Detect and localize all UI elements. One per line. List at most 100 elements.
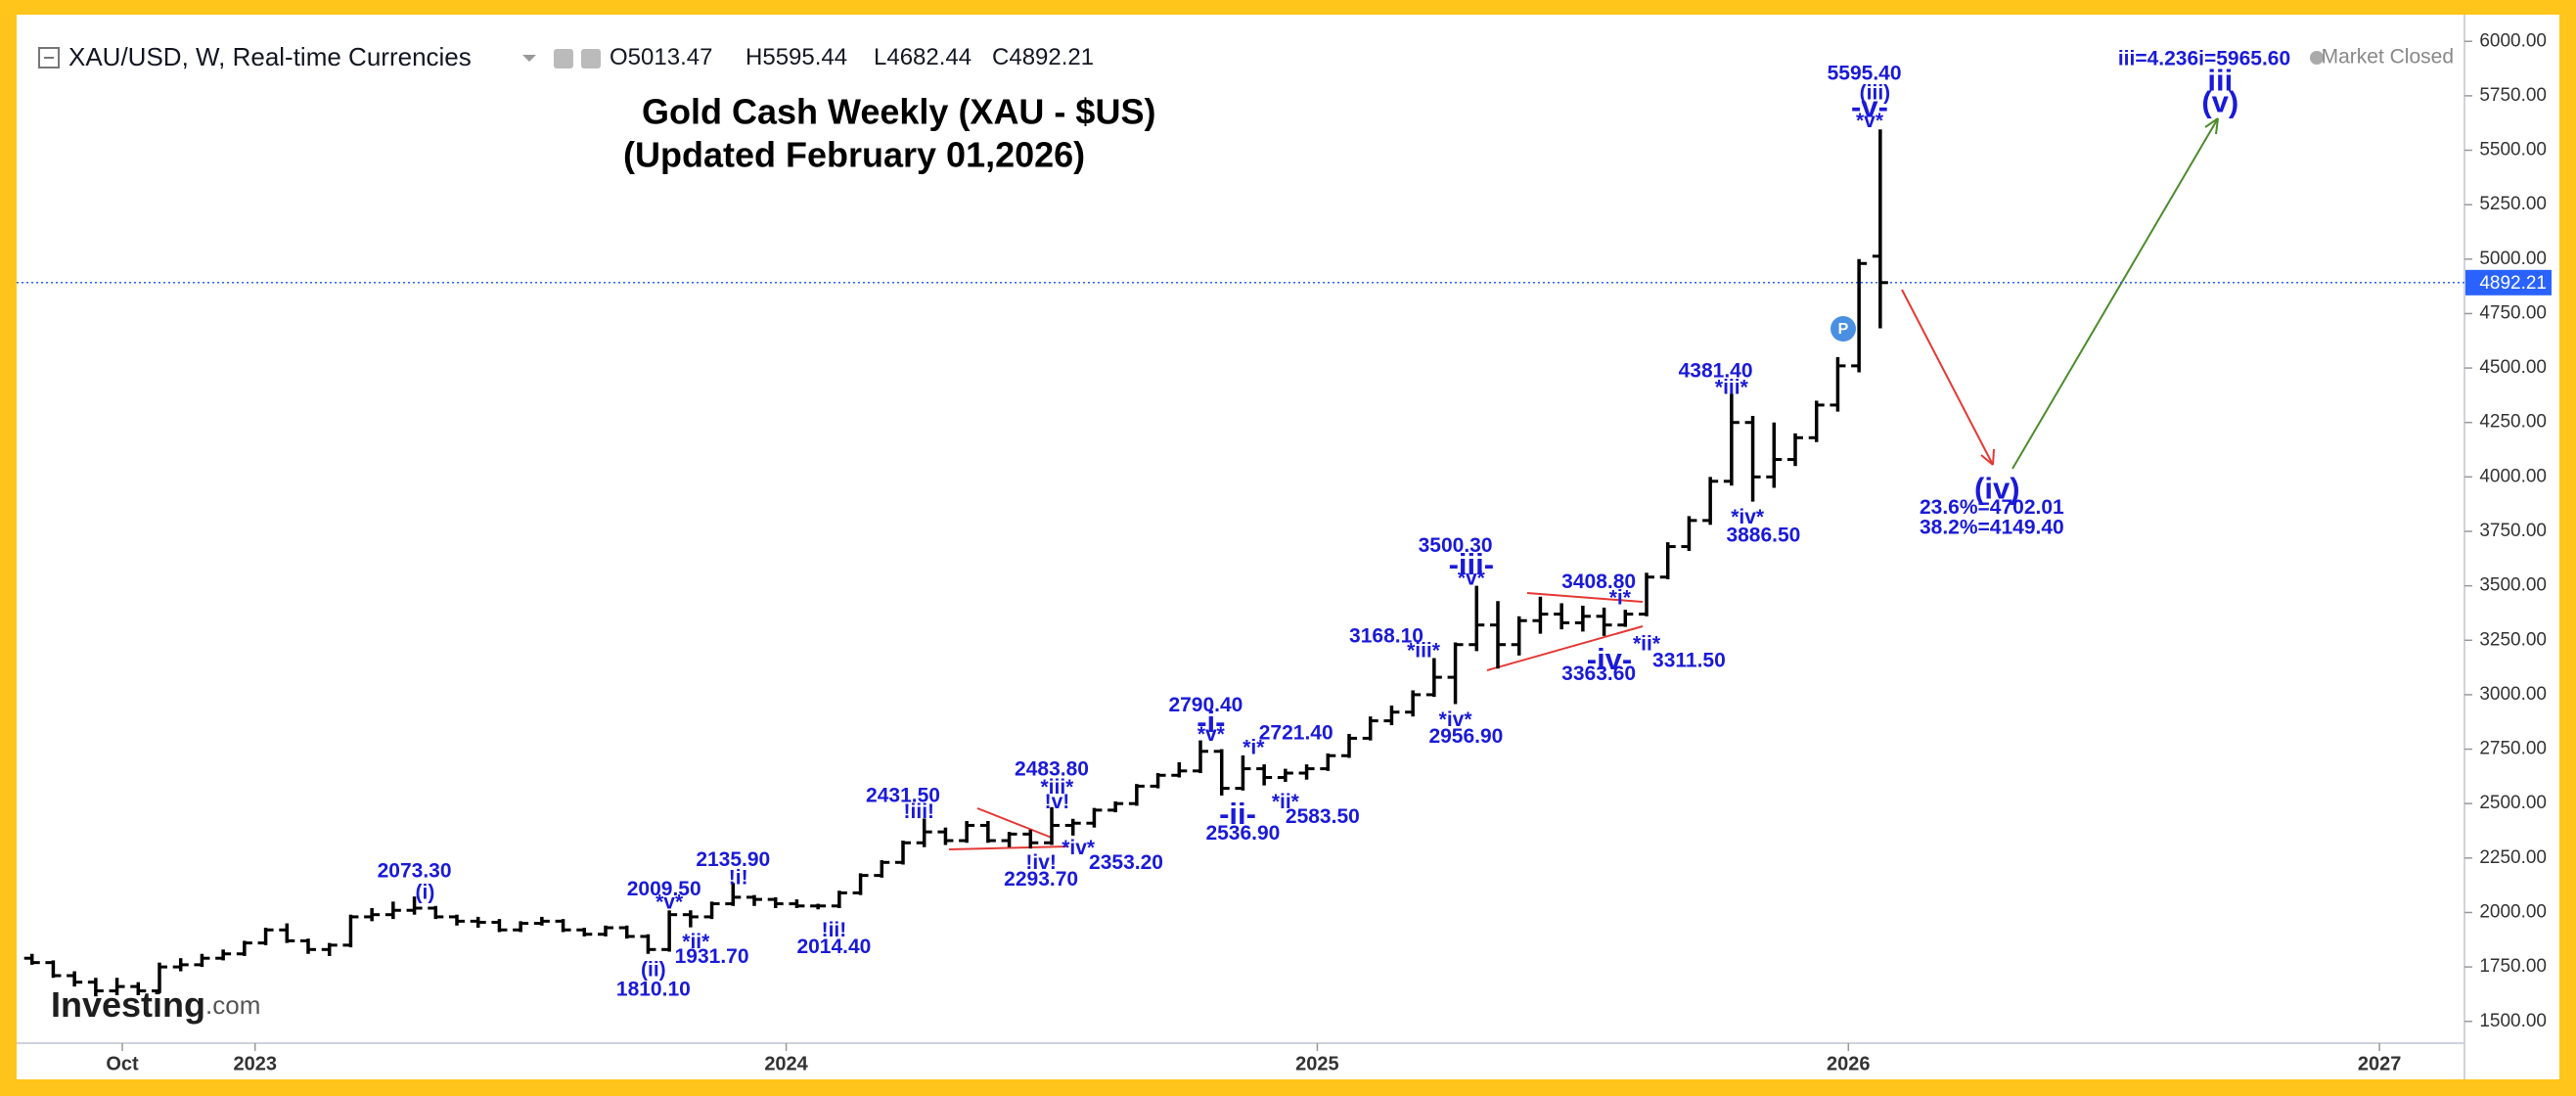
trend-line xyxy=(1526,592,1644,603)
wave-annotation: *ii* xyxy=(1633,633,1661,656)
wave-annotation: 2431.50 xyxy=(866,784,940,806)
legend-ohlc: H5595.44 xyxy=(746,44,847,70)
y-tick-label: 3250.00 xyxy=(2479,629,2547,650)
wave-annotation: (i) xyxy=(416,881,435,903)
ohlc-value: 5595.44 xyxy=(762,44,847,70)
trend-line xyxy=(948,845,1068,850)
ohlc-value: 4892.21 xyxy=(1009,44,1094,70)
wave-annotation: !v! xyxy=(1045,791,1070,813)
forecast-arrow xyxy=(1901,289,1994,466)
arrow-head xyxy=(1980,448,1995,466)
wave-annotation: 2721.40 xyxy=(1259,722,1333,745)
y-tick-label: 2000.00 xyxy=(2479,901,2547,922)
ohlc-value: 4682.44 xyxy=(886,44,972,70)
trend-line xyxy=(1486,625,1644,671)
wave-label: -ii- xyxy=(1219,797,1256,831)
wave-annotation: *v* xyxy=(1458,568,1486,590)
y-tick-label: 6000.00 xyxy=(2479,30,2547,51)
wave-annotation: 2293.70 xyxy=(1004,868,1078,890)
wave-annotation: 2014.40 xyxy=(796,936,871,958)
symbol: XAU/USD, W, Real-time Currencies xyxy=(68,42,472,71)
wave-annotation: *iv* xyxy=(1062,837,1096,859)
wave-annotation: 3311.50 xyxy=(1652,649,1726,671)
y-tick-label: 5500.00 xyxy=(2479,140,2547,160)
wave-annotation: 1931.70 xyxy=(675,945,749,968)
x-tick-label: 2024 xyxy=(764,1053,808,1074)
wave-label: -iv- xyxy=(1587,642,1633,676)
y-tick-label: 4500.00 xyxy=(2479,357,2547,378)
y-tick-label: 5000.00 xyxy=(2479,249,2547,269)
y-tick-label: 3000.00 xyxy=(2479,684,2547,705)
wave-annotation: *i* xyxy=(1243,737,1265,759)
watermark-brand: Investing xyxy=(51,984,205,1025)
status-dot xyxy=(2310,51,2324,65)
ohlc-label: C xyxy=(992,44,1009,70)
wave-annotation: 1810.10 xyxy=(616,979,691,1001)
pin-label: P xyxy=(1838,321,1849,338)
wave-annotation: 2536.90 xyxy=(1205,822,1280,845)
wave-annotation: 3500.30 xyxy=(1419,534,1493,557)
x-tick-label: 2023 xyxy=(233,1053,277,1074)
chart-title: Gold Cash Weekly (XAU - $US) xyxy=(642,92,1155,132)
ohlc-label: H xyxy=(746,44,762,70)
y-tick-label: 1750.00 xyxy=(2479,956,2547,977)
ohlc-label: L xyxy=(874,44,886,70)
dropdown-caret[interactable] xyxy=(522,55,536,62)
settings-icon[interactable] xyxy=(581,49,601,68)
wave-annotation: *ii* xyxy=(1272,791,1300,813)
wave-annotation: 3363.60 xyxy=(1561,662,1636,685)
y-tick-label: 2750.00 xyxy=(2479,739,2547,759)
wave-annotation: *iv* xyxy=(1731,506,1765,528)
wave-annotation: 23.6%=4702.01 xyxy=(1920,496,2064,519)
y-tick-label: 5250.00 xyxy=(2479,194,2547,214)
wave-annotation: 38.2%=4149.40 xyxy=(1920,516,2064,538)
wave-annotation: 2353.20 xyxy=(1089,851,1163,874)
wave-annotation: !iii! xyxy=(904,800,935,823)
y-tick-label: 2250.00 xyxy=(2479,847,2547,868)
wave-label: -i- xyxy=(1197,705,1225,739)
last-price-box xyxy=(2465,269,2552,296)
wave-annotation: *iii* xyxy=(1715,377,1749,399)
chart-subtitle: (Updated February 01,2026) xyxy=(623,135,1085,175)
wave-annotation: *ii* xyxy=(682,931,710,953)
wave-annotation: (iii) xyxy=(1860,82,1891,105)
y-tick-label: 4000.00 xyxy=(2479,466,2547,486)
x-tick-label: 2027 xyxy=(2358,1053,2402,1074)
wave-label: -iii- xyxy=(1449,547,1495,581)
wave-annotation: !i! xyxy=(729,866,748,889)
watermark-suffix: .com xyxy=(205,990,260,1020)
last-price-label: 4892.21 xyxy=(2479,273,2547,294)
x-tick-label: Oct xyxy=(106,1053,139,1074)
wave-annotation: 5595.40 xyxy=(1828,62,1902,84)
y-tick-label: 5750.00 xyxy=(2479,85,2547,106)
forecast-arrow xyxy=(2011,117,2219,470)
y-tick-label: 3500.00 xyxy=(2479,575,2547,596)
wave-annotation: *v* xyxy=(655,891,684,914)
pin-marker[interactable] xyxy=(1830,316,1856,342)
wave-label: (v) xyxy=(2201,84,2238,118)
wave-label: iii xyxy=(2207,64,2233,98)
legend-ohlc: C4892.21 xyxy=(992,44,1094,70)
market-status: Market Closed xyxy=(2322,46,2454,68)
wave-annotation: *v* xyxy=(1856,110,1884,132)
trend-line xyxy=(976,807,1053,839)
wave-annotation: *iii* xyxy=(1407,639,1441,662)
eye-icon[interactable] xyxy=(554,49,573,68)
collapse-icon[interactable] xyxy=(38,47,60,68)
ohlc-label: O xyxy=(610,44,628,70)
wave-annotation: (ii) xyxy=(641,958,666,981)
x-tick-label: 2025 xyxy=(1295,1053,1339,1074)
wave-annotation: *v* xyxy=(1198,723,1226,746)
legend-ohlc: L4682.44 xyxy=(874,44,972,70)
wave-annotation: 3886.50 xyxy=(1726,525,1800,547)
y-tick-label: 1500.00 xyxy=(2479,1011,2547,1031)
chart-background xyxy=(17,15,2559,1079)
wave-annotation: 2009.50 xyxy=(627,878,701,900)
wave-label: (iv) xyxy=(1974,471,2020,505)
wave-label: -v- xyxy=(1851,89,1888,123)
ohlc-value: 5013.47 xyxy=(628,44,713,70)
wave-annotation: 4381.40 xyxy=(1679,360,1753,383)
x-tick-label: 2026 xyxy=(1827,1053,1871,1074)
wave-annotation: 2483.80 xyxy=(1015,757,1089,780)
wave-annotation: 2583.50 xyxy=(1286,805,1360,828)
